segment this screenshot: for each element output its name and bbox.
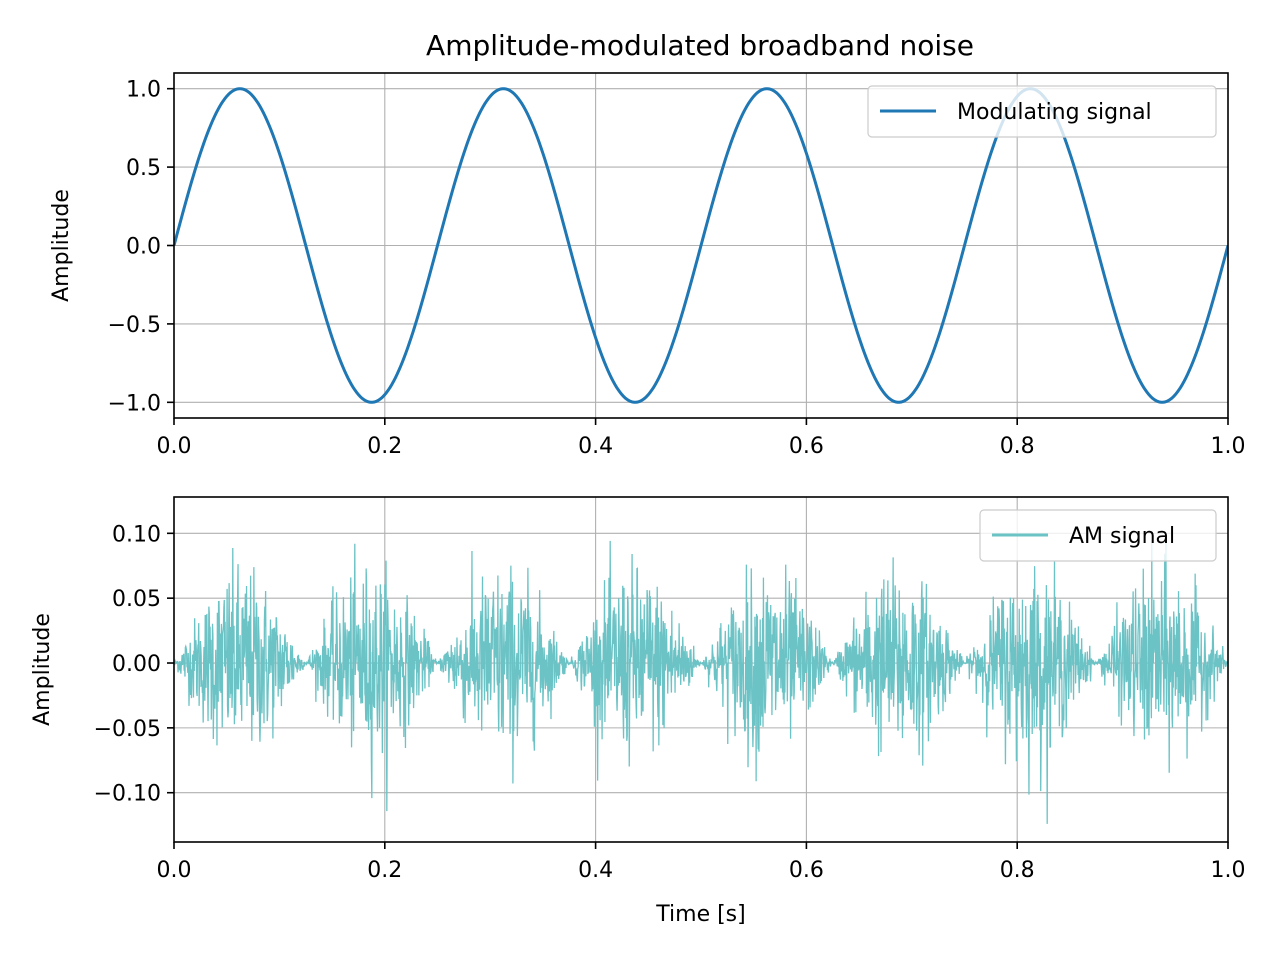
- bottom-y-tick-label: 0.05: [112, 587, 161, 612]
- top-y-tick-label: 0.0: [126, 235, 161, 260]
- am-signal-axes: 0.0 0.2 0.4 0.6 0.8 1.0 0.10 0.05 0.00 −0.05 −0.10…: [30, 496, 1246, 927]
- top-x-tick-label: 0.6: [789, 434, 824, 459]
- am-signal-legend-label: AM signal: [1069, 524, 1175, 549]
- top-y-tick-label: −0.5: [108, 313, 161, 338]
- bottom-y-tick-label: 0.00: [112, 652, 161, 677]
- top-y-tick-label: 0.5: [126, 156, 161, 181]
- top-y-tick-label: 1.0: [126, 78, 161, 103]
- top-x-tick-label: 0.2: [367, 434, 402, 459]
- top-legend-box: [867, 85, 1217, 138]
- bottom-x-tick-label: 0.8: [1000, 858, 1035, 883]
- bottom-y-tick-label: 0.10: [112, 522, 161, 547]
- top-legend: Modulating signal: [867, 85, 1217, 138]
- bottom-x-tick-label: 0.0: [157, 858, 192, 883]
- top-ticks: 0.0 0.2 0.4 0.6 0.8 1.0 1.0 0.5 0.0 −0.5 −1.0: [108, 78, 1246, 459]
- bottom-legend: AM signal: [979, 509, 1217, 562]
- bottom-legend-box: [979, 509, 1217, 562]
- top-y-tick-label: −1.0: [108, 391, 161, 416]
- bottom-plot-area: [174, 540, 1228, 824]
- bottom-x-axis-label: Time [s]: [655, 902, 745, 927]
- bottom-y-tick-label: −0.10: [94, 782, 161, 807]
- bottom-x-tick-label: 1.0: [1211, 858, 1246, 883]
- figure-title: Amplitude-modulated broadband noise: [426, 29, 974, 62]
- modulating-signal-axes: 0.0 0.2 0.4 0.6 0.8 1.0 1.0 0.5 0.0 −0.5 −1.0 Ampl…: [49, 72, 1246, 459]
- top-x-tick-label: 0.4: [578, 434, 613, 459]
- top-x-tick-label: 0.0: [157, 434, 192, 459]
- modulating-signal-legend-label: Modulating signal: [957, 100, 1152, 125]
- am-signal-line: [174, 540, 1228, 824]
- bottom-x-tick-label: 0.6: [789, 858, 824, 883]
- top-y-axis-label: Amplitude: [49, 189, 74, 302]
- top-x-tick-label: 0.8: [1000, 434, 1035, 459]
- bottom-ticks: 0.0 0.2 0.4 0.6 0.8 1.0 0.10 0.05 0.00 −0.05 −0.10: [94, 522, 1246, 883]
- bottom-y-axis-label: Amplitude: [30, 613, 55, 726]
- bottom-x-tick-label: 0.2: [367, 858, 402, 883]
- bottom-axes-frame: [173, 496, 1229, 843]
- bottom-y-tick-label: −0.05: [94, 717, 161, 742]
- top-x-tick-label: 1.0: [1211, 434, 1246, 459]
- bottom-x-tick-label: 0.4: [578, 858, 613, 883]
